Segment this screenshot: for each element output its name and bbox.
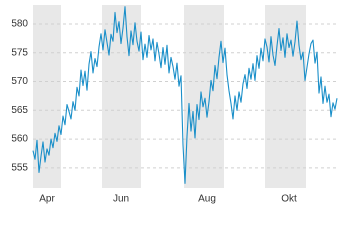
- chart: 555 560 565 570 575 580 Apr Jun Aug Okt: [11, 5, 338, 205]
- x-tick-label: Aug: [198, 194, 216, 205]
- y-tick-label: 555: [11, 162, 28, 173]
- month-band: [265, 5, 306, 188]
- month-band: [33, 5, 61, 188]
- y-tick-label: 560: [11, 134, 28, 145]
- price-line: [32, 6, 338, 184]
- x-tick-label: Okt: [281, 194, 297, 205]
- month-bands: [33, 5, 306, 188]
- y-tick-label: 570: [11, 76, 28, 87]
- y-tick-label: 575: [11, 47, 28, 58]
- x-tick-label: Apr: [39, 194, 55, 205]
- month-band: [184, 5, 224, 188]
- y-tick-label: 565: [11, 105, 28, 116]
- x-tick-label: Jun: [113, 194, 129, 205]
- y-tick-label: 580: [11, 19, 28, 30]
- month-band: [102, 5, 141, 188]
